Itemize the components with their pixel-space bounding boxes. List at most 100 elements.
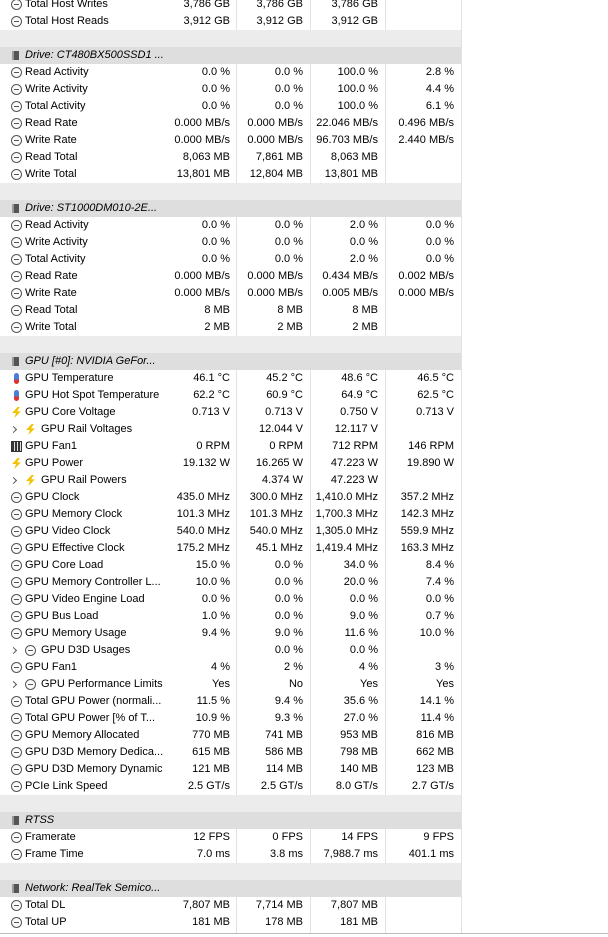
sensor-label: GPU Memory Usage <box>25 627 127 639</box>
sensor-value: 0.0 % <box>274 644 303 656</box>
sensor-row: GPU D3D Usages 0.0 % 0.0 % <box>0 642 461 659</box>
sensor-icon <box>11 832 22 843</box>
section-header: RTSS <box>0 812 461 829</box>
sensor-row: GPU Video Engine Load 0.0 % 0.0 % 0.0 % 0.0 … <box>0 591 461 608</box>
sensor-row: GPU Fan1 4 % 2 % 4 % 3 % <box>0 659 461 676</box>
sensor-icon <box>11 781 22 792</box>
sensor-label: GPU Rail Voltages <box>41 423 133 435</box>
sensor-icon <box>14 390 19 401</box>
sensor-row: Read Activity 0.0 % 0.0 % 100.0 % 2.8 % <box>0 64 461 81</box>
sensor-value: 140 MB <box>340 763 378 775</box>
sensor-row: Total GPU Power (normali... 11.5 % 9.4 % 35… <box>0 693 461 710</box>
sensor-value: 0.750 V <box>340 406 378 418</box>
sensor-value: 540.0 MHz <box>249 525 303 537</box>
sensor-label: GPU Video Clock <box>25 525 111 537</box>
sensor-value: 3,912 GB <box>183 15 230 27</box>
sensor-icon <box>11 849 22 860</box>
sensor-row: GPU Fan1 0 RPM 0 RPM 712 RPM 146 RPM <box>0 438 461 455</box>
sensor-value: 96.703 MB/s <box>316 134 378 146</box>
sensor-icon <box>11 764 22 775</box>
sensor-value: 0.0 % <box>349 644 378 656</box>
sensor-value: 8 MB <box>204 304 230 316</box>
sensor-value: 3,786 GB <box>183 0 230 10</box>
sensor-row: Read Total 8 MB 8 MB 8 MB <box>0 302 461 319</box>
sensor-value: 22.046 MB/s <box>316 117 378 129</box>
sensor-value: 10.9 % <box>195 712 230 724</box>
sensor-value: 34.0 % <box>343 559 378 571</box>
sensor-value: 7.0 ms <box>196 848 230 860</box>
sensor-row: Read Activity 0.0 % 0.0 % 2.0 % 0.0 % <box>0 217 461 234</box>
sensor-value: 0.0 % <box>274 559 303 571</box>
sensor-value: 9.4 % <box>274 695 303 707</box>
sensor-icon <box>11 713 22 724</box>
sensor-value: 0.7 % <box>425 610 454 622</box>
sensor-icon <box>25 645 36 656</box>
sensor-label: GPU Power <box>25 457 84 469</box>
sensor-row: GPU Memory Controller L... 10.0 % 0.0 % 20.… <box>0 574 461 591</box>
sensor-label: GPU D3D Memory Dynamic <box>25 763 163 775</box>
sensor-value: 7,807 MB <box>182 899 230 911</box>
sensor-value: 46.5 °C <box>417 372 454 384</box>
expander <box>9 646 18 655</box>
sensor-icon <box>14 373 19 384</box>
sensor-icon <box>11 322 22 333</box>
sensor-value: 20.0 % <box>343 576 378 588</box>
sensor-row: Write Activity 0.0 % 0.0 % 0.0 % 0.0 % <box>0 234 461 251</box>
sensor-icon <box>11 0 22 10</box>
sensor-icon <box>12 407 21 418</box>
sensor-value: 1.0 % <box>201 610 230 622</box>
sensor-value: 121 MB <box>192 763 230 775</box>
sensor-value: 175.2 MHz <box>176 542 230 554</box>
sensor-icon <box>11 67 22 78</box>
section-icon <box>12 51 19 60</box>
sensor-label: Read Rate <box>25 117 78 129</box>
sensor-row: Write Activity 0.0 % 0.0 % 100.0 % 4.4 % <box>0 81 461 98</box>
sensor-label: Write Activity <box>25 236 88 248</box>
sensor-value: 46.1 °C <box>193 372 230 384</box>
section-icon <box>12 884 19 893</box>
sensor-row: Total Host Writes 3,786 GB 3,786 GB 3,786 G… <box>0 0 461 13</box>
sensor-value: 123 MB <box>416 763 454 775</box>
sensor-icon <box>11 747 22 758</box>
sensor-value: 101.3 MHz <box>176 508 230 520</box>
sensor-value: 0.0 % <box>274 576 303 588</box>
sensor-label: GPU Memory Controller L... <box>25 576 161 588</box>
sensor-value: 3,786 GB <box>331 0 378 10</box>
sensor-label: GPU Performance Limits <box>41 678 163 690</box>
sensor-row: Total Activity 0.0 % 0.0 % 100.0 % 6.1 % <box>0 98 461 115</box>
sensor-value: 12.044 V <box>258 423 303 435</box>
sensor-value: 0.000 MB/s <box>174 134 230 146</box>
sensor-value: 47.223 W <box>330 457 378 469</box>
sensor-value: Yes <box>212 678 230 690</box>
sensor-value: 15.0 % <box>195 559 230 571</box>
sensor-value: 8.4 % <box>425 559 454 571</box>
sensor-icon <box>11 254 22 265</box>
sensor-label: Total Activity <box>25 100 86 112</box>
sensor-label: Total UP <box>25 916 67 928</box>
sensor-label: GPU Memory Clock <box>25 508 123 520</box>
sensor-value: 0.434 MB/s <box>322 270 378 282</box>
sensor-value: 0.0 % <box>201 253 230 265</box>
sensor-value: 1,305.0 MHz <box>315 525 378 537</box>
sensor-row: Total GPU Power [% of T... 10.9 % 9.3 % 27.… <box>0 710 461 727</box>
sensor-row: GPU Rail Voltages 12.044 V 12.117 V <box>0 421 461 438</box>
sensor-label: Write Total <box>25 321 77 333</box>
sensor-row: GPU Clock 435.0 MHz 300.0 MHz 1,410.0 MHz 35… <box>0 489 461 506</box>
sensor-label: Frame Time <box>25 848 84 860</box>
sensor-value: 0.0 % <box>425 236 454 248</box>
sensor-value: 2 MB <box>277 321 303 333</box>
sensor-value: 2.5 GT/s <box>260 780 303 792</box>
sensor-value: 0.0 % <box>349 236 378 248</box>
sensor-value: 0.0 % <box>201 100 230 112</box>
sensor-value: 798 MB <box>340 746 378 758</box>
sensor-value: 16.265 W <box>255 457 303 469</box>
sensor-label: Read Activity <box>25 219 89 231</box>
sensor-label: Read Total <box>25 151 78 163</box>
sensor-value: 0.713 V <box>416 406 454 418</box>
sensor-value: 2.0 % <box>349 253 378 265</box>
sensor-icon <box>11 492 22 503</box>
sensor-value: 0.0 % <box>349 593 378 605</box>
sensor-value: 0.0 % <box>201 219 230 231</box>
